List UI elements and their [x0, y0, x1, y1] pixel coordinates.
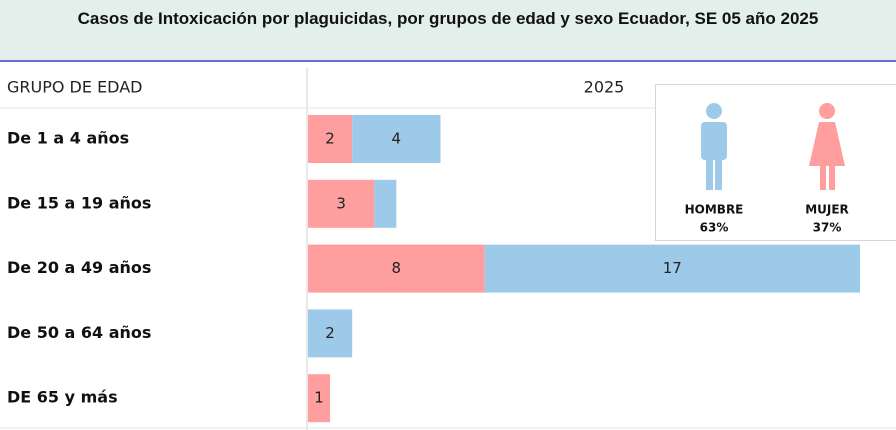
category-label: DE 65 y más	[7, 388, 118, 407]
bar-segment	[308, 244, 485, 293]
legend-label: MUJER	[805, 203, 849, 217]
category-label: De 15 a 19 años	[7, 193, 151, 212]
legend-share: 37%	[813, 221, 842, 235]
data-label: 2	[325, 130, 335, 148]
category-label: De 50 a 64 años	[7, 323, 151, 342]
legend-share: 63%	[700, 221, 729, 235]
bar-segment	[308, 115, 353, 163]
legend-box	[655, 84, 896, 241]
data-label: 4	[392, 130, 402, 148]
bar-segment	[352, 115, 441, 163]
data-label: 3	[336, 194, 346, 212]
bar-segment	[308, 179, 375, 228]
legend: MUJER 37% HOMBRE 63%	[655, 84, 896, 241]
data-label: 8	[392, 259, 402, 277]
bar-segment	[308, 374, 331, 423]
category-label: De 20 a 49 años	[7, 258, 151, 277]
bar-segment	[484, 244, 860, 293]
data-label: 2	[325, 324, 335, 342]
header: Casos de Intoxicación por plaguicidas, p…	[0, 0, 896, 62]
chart-title: Casos de Intoxicación por plaguicidas, p…	[77, 9, 819, 28]
data-label: 1	[314, 389, 324, 407]
bar-segment	[374, 179, 397, 228]
column-header: 2025	[584, 78, 625, 97]
column-header: GRUPO DE EDAD	[7, 78, 142, 97]
legend-label: HOMBRE	[685, 203, 744, 217]
male-icon	[701, 103, 727, 190]
data-label: 17	[663, 259, 682, 277]
category-label: De 1 a 4 años	[7, 129, 129, 148]
female-icon	[809, 103, 845, 190]
bar-segment	[308, 309, 353, 358]
